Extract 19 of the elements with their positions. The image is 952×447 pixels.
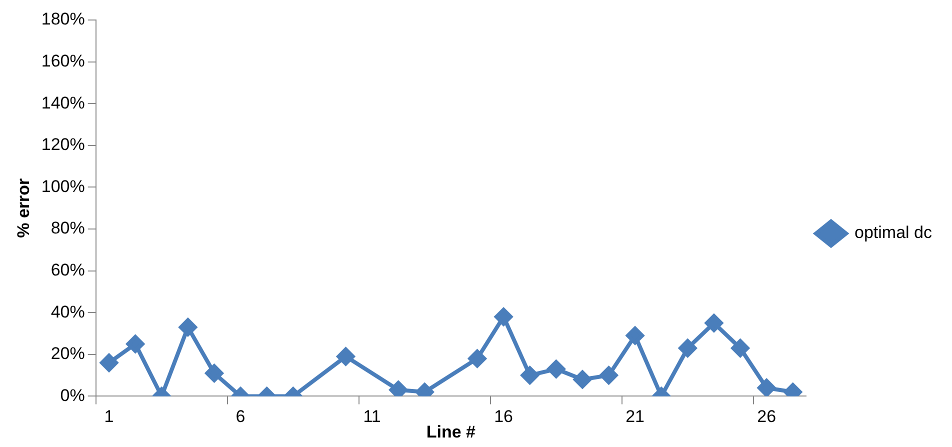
x-tick-label: 16: [494, 407, 514, 426]
legend-label: optimal dc: [854, 223, 932, 242]
y-tick-label: 60%: [50, 260, 85, 280]
x-tick-label: 26: [757, 407, 776, 426]
y-tick-label: 160%: [41, 51, 85, 70]
y-tick-label: 100%: [41, 176, 85, 196]
y-tick-label: 140%: [41, 93, 85, 112]
y-tick-label: 180%: [41, 10, 85, 29]
x-axis-title: Line #: [426, 422, 476, 442]
x-tick-label: 1: [104, 407, 114, 426]
y-tick-label: 40%: [50, 302, 85, 322]
y-tick-label: 120%: [41, 135, 85, 154]
y-axis-title: % error: [14, 178, 33, 238]
x-tick-label: 6: [236, 407, 246, 426]
y-tick-label: 0%: [60, 386, 85, 405]
x-tick-label: 21: [626, 407, 645, 426]
x-tick-label: 11: [363, 407, 381, 426]
y-tick-label: 20%: [50, 344, 85, 364]
y-tick-label: 80%: [50, 218, 85, 238]
